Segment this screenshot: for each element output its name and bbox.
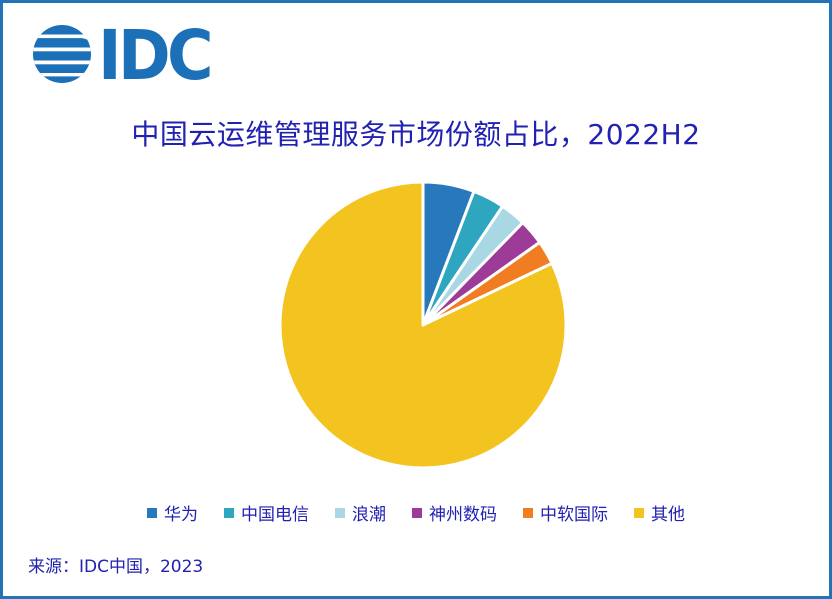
chart-title: 中国云运维管理服务市场份额占比，2022H2 bbox=[131, 118, 701, 151]
legend-marker-icon bbox=[634, 507, 644, 518]
idc-globe-icon bbox=[33, 25, 91, 87]
pie-chart bbox=[277, 179, 569, 471]
legend-label: 华为 bbox=[164, 505, 198, 525]
legend-label: 中国电信 bbox=[241, 505, 309, 525]
legend-label: 中软国际 bbox=[540, 505, 608, 525]
legend-item-5: 中软国际 bbox=[523, 500, 608, 525]
pie-slice-6 bbox=[278, 180, 568, 470]
legend-item-1: 华为 bbox=[147, 500, 198, 525]
legend-label: 神州数码 bbox=[429, 505, 497, 525]
source-note: 来源：IDC中国，2023 bbox=[28, 557, 204, 577]
legend-marker-icon bbox=[523, 507, 533, 518]
legend-item-6: 其他 bbox=[634, 500, 685, 525]
legend-marker-icon bbox=[412, 507, 422, 518]
pie-chart-svg bbox=[278, 180, 568, 470]
idc-logo-text: IDC bbox=[98, 16, 214, 96]
legend-item-4: 神州数码 bbox=[412, 500, 497, 525]
legend-item-2: 中国电信 bbox=[224, 500, 309, 525]
idc-logo: IDC bbox=[33, 16, 220, 96]
legend-label: 其他 bbox=[651, 505, 685, 525]
legend-label: 浪潮 bbox=[352, 505, 386, 525]
legend-marker-icon bbox=[335, 507, 345, 518]
chart-legend: 华为 中国电信 浪潮 神州数码 中软国际 其他 bbox=[0, 500, 832, 525]
legend-marker-icon bbox=[224, 507, 234, 518]
legend-item-3: 浪潮 bbox=[335, 500, 386, 525]
legend-marker-icon bbox=[147, 507, 157, 518]
